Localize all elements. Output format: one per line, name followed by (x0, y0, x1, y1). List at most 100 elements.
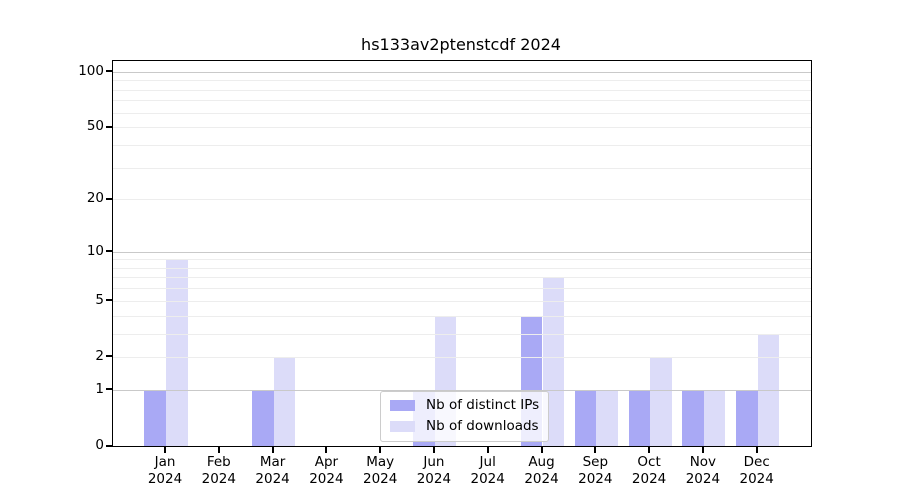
x-tick-label: Jun 2024 (401, 454, 467, 487)
bar-distinct-ips-0 (144, 389, 166, 446)
y-tick-label: 10 (86, 242, 104, 259)
x-tick-label-month: Feb (206, 454, 231, 470)
y-tick (106, 444, 113, 447)
x-tick (648, 446, 651, 453)
x-tick-label-year: 2024 (363, 470, 398, 487)
chart-title: hs133av2ptenstcdf 2024 (361, 35, 561, 54)
y-tick (106, 388, 113, 391)
gridline-light (113, 112, 811, 114)
x-tick-label-year: 2024 (578, 470, 613, 487)
gridline-light (113, 80, 811, 82)
x-tick-label-month: Mar (259, 454, 286, 470)
y-tick-label: 2 (95, 347, 104, 364)
gridline-light (113, 199, 811, 201)
x-tick-label-month: Jan (154, 454, 176, 470)
bar-distinct-ips-2 (252, 389, 274, 446)
legend-label-distinct-ips: Nb of distinct IPs (426, 397, 540, 413)
legend-swatch-downloads (390, 421, 415, 432)
bar-downloads-10 (703, 389, 726, 446)
gridline-light (113, 277, 811, 279)
x-tick-label-year: 2024 (416, 470, 452, 487)
x-tick (540, 446, 543, 453)
x-tick (379, 446, 382, 453)
x-tick (594, 446, 597, 453)
y-tick (106, 250, 113, 252)
x-tick (486, 446, 489, 453)
gridline-dark (113, 251, 811, 253)
gridline-dark (113, 389, 811, 391)
y-tick-label: 5 (95, 291, 104, 308)
y-tick (106, 299, 113, 302)
gridline-light (113, 333, 811, 335)
legend-row-downloads: Nb of downloads (390, 419, 539, 434)
y-tick (106, 125, 113, 128)
x-tick-label-year: 2024 (201, 470, 236, 487)
gridline-dark (113, 71, 811, 73)
gridline-light (113, 267, 811, 269)
x-tick (271, 446, 274, 453)
x-tick (164, 446, 166, 453)
x-tick-label-year: 2024 (309, 470, 344, 487)
x-tick-label: Jul 2024 (455, 454, 521, 487)
x-tick-label-year: 2024 (147, 470, 183, 487)
x-tick-label: Aug 2024 (509, 454, 575, 487)
x-tick-label: Oct 2024 (616, 454, 682, 487)
y-tick (106, 355, 113, 358)
legend-label-downloads: Nb of downloads (426, 418, 539, 434)
gridline-light (113, 167, 811, 169)
y-tick-label: 50 (86, 118, 104, 135)
x-tick-label-month: Oct (637, 454, 661, 470)
y-tick-label: 20 (86, 190, 104, 207)
x-tick (217, 446, 220, 453)
y-tick-label: 100 (78, 62, 104, 79)
bar-distinct-ips-8 (574, 389, 597, 446)
gridline-light (113, 288, 811, 290)
x-tick-label-month: Dec (743, 454, 770, 470)
x-tick-label: May 2024 (347, 454, 413, 487)
x-tick-label-year: 2024 (524, 470, 559, 487)
bar-downloads-2 (273, 356, 296, 446)
bar-downloads-8 (596, 389, 618, 446)
x-tick-label-month: Jun (423, 454, 445, 470)
x-tick-label-month: Sep (582, 454, 609, 470)
x-tick-label-month: Apr (314, 454, 339, 470)
x-tick-label-year: 2024 (470, 470, 505, 487)
x-tick (325, 446, 328, 453)
gridline-light (113, 259, 811, 261)
legend-swatch-distinct-ips (390, 400, 415, 411)
bar-downloads-9 (650, 356, 672, 446)
bar-distinct-ips-10 (682, 389, 704, 446)
legend: Nb of distinct IPs Nb of downloads (380, 391, 550, 442)
gridline-light (113, 300, 811, 302)
y-tick-label: 1 (95, 380, 104, 397)
y-tick (106, 197, 113, 200)
x-tick-label-year: 2024 (255, 470, 290, 487)
x-tick-label: Mar 2024 (240, 454, 306, 487)
bar-distinct-ips-11 (736, 389, 758, 446)
plot-area: Nb of distinct IPs Nb of downloads (112, 60, 812, 447)
bar-distinct-ips-9 (628, 389, 651, 446)
x-tick-label-year: 2024 (631, 470, 667, 487)
x-tick-label: Dec 2024 (724, 454, 790, 487)
x-tick (701, 446, 704, 453)
gridline-light (113, 100, 811, 102)
x-tick-label: Nov 2024 (670, 454, 736, 487)
x-tick-label: Feb 2024 (186, 454, 252, 487)
gridline-light (113, 356, 811, 358)
x-tick-label-month: May (366, 454, 395, 470)
x-tick (755, 446, 758, 453)
x-tick-label: Sep 2024 (562, 454, 628, 487)
x-tick-label: Apr 2024 (293, 454, 359, 487)
gridline-light (113, 127, 811, 129)
x-tick-label-month: Jul (479, 454, 496, 470)
x-tick-label-year: 2024 (685, 470, 721, 487)
y-tick (106, 70, 113, 73)
x-tick-label: Jan 2024 (132, 454, 198, 487)
x-tick-label-month: Nov (689, 454, 717, 470)
x-tick-label-month: Aug (528, 454, 555, 470)
y-tick-label: 0 (95, 437, 104, 453)
x-tick-label-year: 2024 (739, 470, 774, 487)
legend-row-distinct-ips: Nb of distinct IPs (390, 398, 539, 413)
bar-downloads-0 (166, 259, 188, 446)
